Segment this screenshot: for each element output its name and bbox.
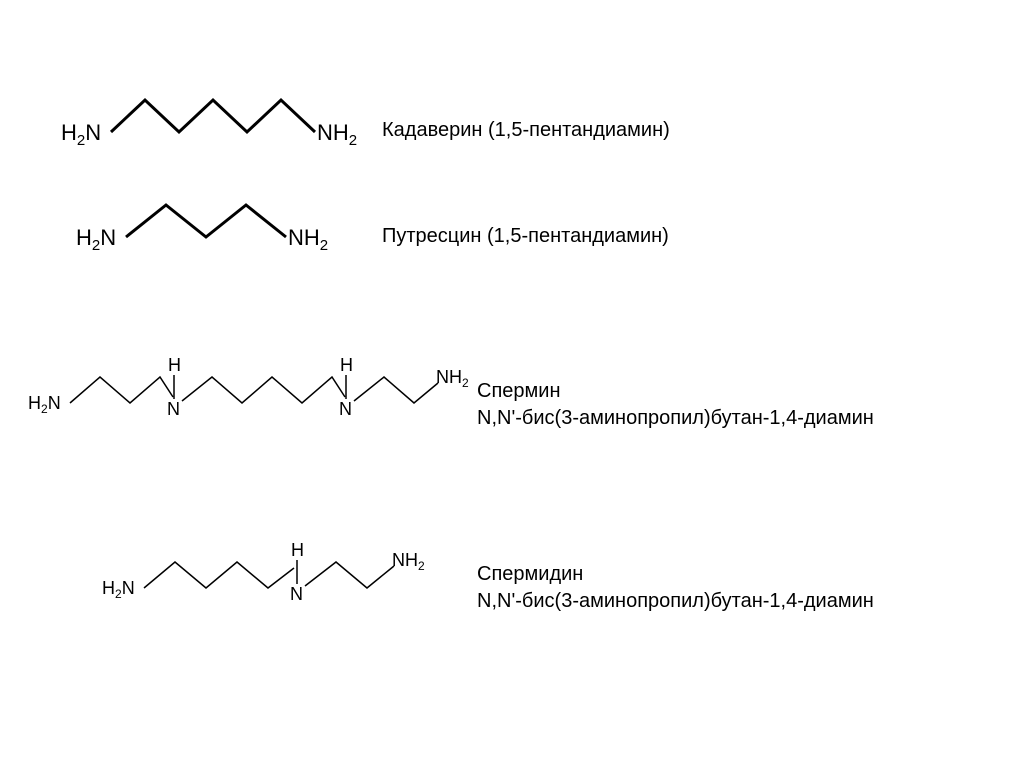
svg-putrescine-fix: H2N NH2 (70, 195, 350, 265)
svg-text:NH2: NH2 (288, 225, 328, 254)
svg-text:H: H (168, 355, 181, 375)
svg-text:H2N: H2N (76, 225, 116, 254)
svg-text:N: N (167, 399, 180, 419)
label-spermine: Спермин N,N'-бис(3-аминопропил)бутан-1,4… (477, 378, 874, 432)
svg-text:N: N (290, 584, 303, 604)
chain-cadaverine (111, 100, 315, 132)
svg-text:NH2: NH2 (436, 367, 469, 390)
svg-text:H2N: H2N (102, 578, 135, 601)
svg-cadaverine: H2N NH2 (55, 90, 360, 160)
label-putrescine: Путресцин (1,5-пентандиамин) (382, 223, 669, 250)
h2n-left: H2N (61, 120, 101, 149)
structure-putrescine: H2N NH2 H2N NH2 (70, 195, 350, 265)
svg-text:N: N (339, 399, 352, 419)
svg-spermidine-clean: H2N N H NH2 (98, 540, 458, 620)
structure-spermine: H2N N H N H NH2 H2N N H N H NH2 (24, 355, 469, 435)
label-cadaverine: Кадаверин (1,5-пентандиамин) (382, 117, 670, 144)
svg-text:H2N: H2N (28, 393, 61, 416)
svg-text:H: H (291, 540, 304, 560)
svg-text:H: H (340, 355, 353, 375)
structure-spermidine: H2N N H NH2 H2N N H NH2 (98, 540, 458, 620)
nh2-right: NH2 (317, 120, 357, 149)
label-spermidine: Спермидин N,N'-бис(3-аминопропил)бутан-1… (477, 561, 874, 615)
svg-spermine-clean: H2N N H N H NH2 (24, 355, 469, 435)
structure-cadaverine: H2N NH2 (55, 90, 360, 160)
svg-text:NH2: NH2 (392, 550, 425, 573)
